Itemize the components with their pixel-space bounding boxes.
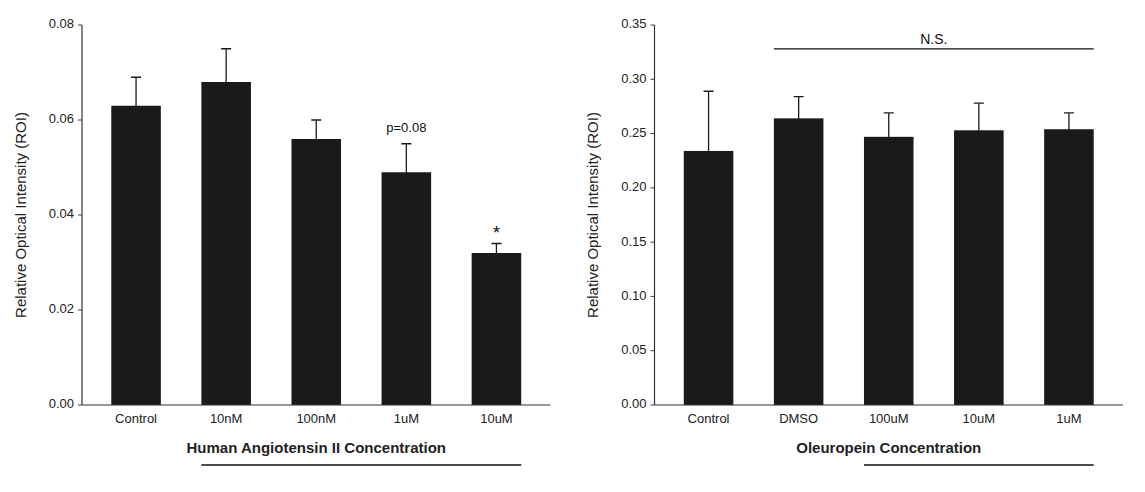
error-bar xyxy=(794,97,804,140)
y-axis-label: Relative Optical Intensity (ROI) xyxy=(12,112,29,318)
x-tick-label: 10uM xyxy=(963,411,996,426)
y-tick-label: 0.06 xyxy=(49,111,74,126)
x-tick-label: 100uM xyxy=(869,411,909,426)
bar xyxy=(111,106,161,405)
y-tick-label: 0.25 xyxy=(621,125,646,140)
error-stem xyxy=(316,120,317,158)
bars xyxy=(684,91,1094,405)
error-bar xyxy=(491,244,501,263)
error-cap xyxy=(1064,112,1074,113)
bar xyxy=(1044,129,1094,405)
error-cap xyxy=(131,134,141,135)
error-bar xyxy=(884,113,894,161)
panel: 0.00 0.05 0.10 0.15 0.20 0.25 0.30 0.35 Control D… xyxy=(584,16,1123,465)
x-tick-label: DMSO xyxy=(779,411,818,426)
x-tick-label: 10nM xyxy=(210,411,243,426)
error-cap xyxy=(794,139,804,140)
error-cap xyxy=(974,103,984,104)
error-stem xyxy=(708,91,709,210)
error-cap xyxy=(704,91,714,92)
bracket xyxy=(774,48,1094,49)
error-cap xyxy=(221,115,231,116)
x-axis xyxy=(82,404,551,405)
x-tick-label: Control xyxy=(115,411,157,426)
xlabel-underline xyxy=(201,464,521,465)
x-tick-label: 100nM xyxy=(296,411,336,426)
error-stem xyxy=(1068,113,1069,146)
y-tick-label: 0.20 xyxy=(621,179,646,194)
error-bar xyxy=(131,77,141,134)
error-stem xyxy=(496,244,497,263)
chart-root: 0.00 0.02 0.04 0.06 0.08 Control 10nM 100nM 1uM 1… xyxy=(0,0,1145,492)
bar xyxy=(201,82,251,405)
error-cap xyxy=(884,112,894,113)
xlabel-underline xyxy=(864,464,1094,465)
error-bar xyxy=(401,144,411,201)
error-cap xyxy=(491,243,501,244)
x-tick-label: 1uM xyxy=(1056,411,1081,426)
y-tick-label: 0.08 xyxy=(49,16,74,31)
error-bar xyxy=(311,120,321,158)
bar xyxy=(291,139,341,405)
annotation: * xyxy=(493,223,500,243)
error-bar xyxy=(1064,113,1074,146)
x-axis-label: Oleuropein Concentration xyxy=(796,439,981,456)
y-tick-label: 0.35 xyxy=(621,16,646,31)
error-cap xyxy=(704,210,714,211)
y-tick-label: 0.02 xyxy=(49,301,74,316)
error-stem xyxy=(978,103,979,157)
y-tick-label: 0.05 xyxy=(621,342,646,357)
x-tick-label: 10uM xyxy=(480,411,513,426)
bar xyxy=(472,253,522,405)
x-tick-label: 1uM xyxy=(394,411,419,426)
error-bar xyxy=(974,103,984,157)
error-stem xyxy=(135,77,136,134)
bar xyxy=(382,172,432,405)
error-stem xyxy=(798,97,799,140)
bar xyxy=(954,130,1004,405)
error-bar xyxy=(704,91,714,210)
error-cap xyxy=(401,143,411,144)
error-stem xyxy=(888,113,889,161)
panel: 0.00 0.02 0.04 0.06 0.08 Control 10nM 100nM 1uM 1… xyxy=(12,16,551,465)
error-cap xyxy=(311,157,321,158)
annotation: p=0.08 xyxy=(386,120,426,135)
error-cap xyxy=(1064,145,1074,146)
error-cap xyxy=(794,96,804,97)
bar xyxy=(774,118,824,405)
error-bar xyxy=(221,49,231,116)
error-cap xyxy=(884,160,894,161)
error-cap xyxy=(491,262,501,263)
annotation: N.S. xyxy=(920,31,947,47)
error-stem xyxy=(406,144,407,201)
y-tick-label: 0.15 xyxy=(621,234,646,249)
error-stem xyxy=(226,49,227,116)
y-tick-label: 0.00 xyxy=(49,396,74,411)
error-cap xyxy=(401,200,411,201)
y-tick-label: 0.30 xyxy=(621,71,646,86)
y-axis xyxy=(81,25,82,405)
y-axis xyxy=(654,25,655,405)
error-cap xyxy=(311,119,321,120)
bars xyxy=(111,49,521,405)
error-cap xyxy=(974,157,984,158)
error-cap xyxy=(221,48,231,49)
x-axis-label: Human Angiotensin II Concentration xyxy=(187,439,446,456)
x-axis xyxy=(655,404,1124,405)
y-tick-label: 0.00 xyxy=(621,396,646,411)
y-tick-label: 0.10 xyxy=(621,288,646,303)
y-tick-label: 0.04 xyxy=(49,206,74,221)
y-axis-label: Relative Optical Intensity (ROI) xyxy=(584,112,601,318)
error-cap xyxy=(131,77,141,78)
x-tick-label: Control xyxy=(688,411,730,426)
bar xyxy=(864,137,914,405)
